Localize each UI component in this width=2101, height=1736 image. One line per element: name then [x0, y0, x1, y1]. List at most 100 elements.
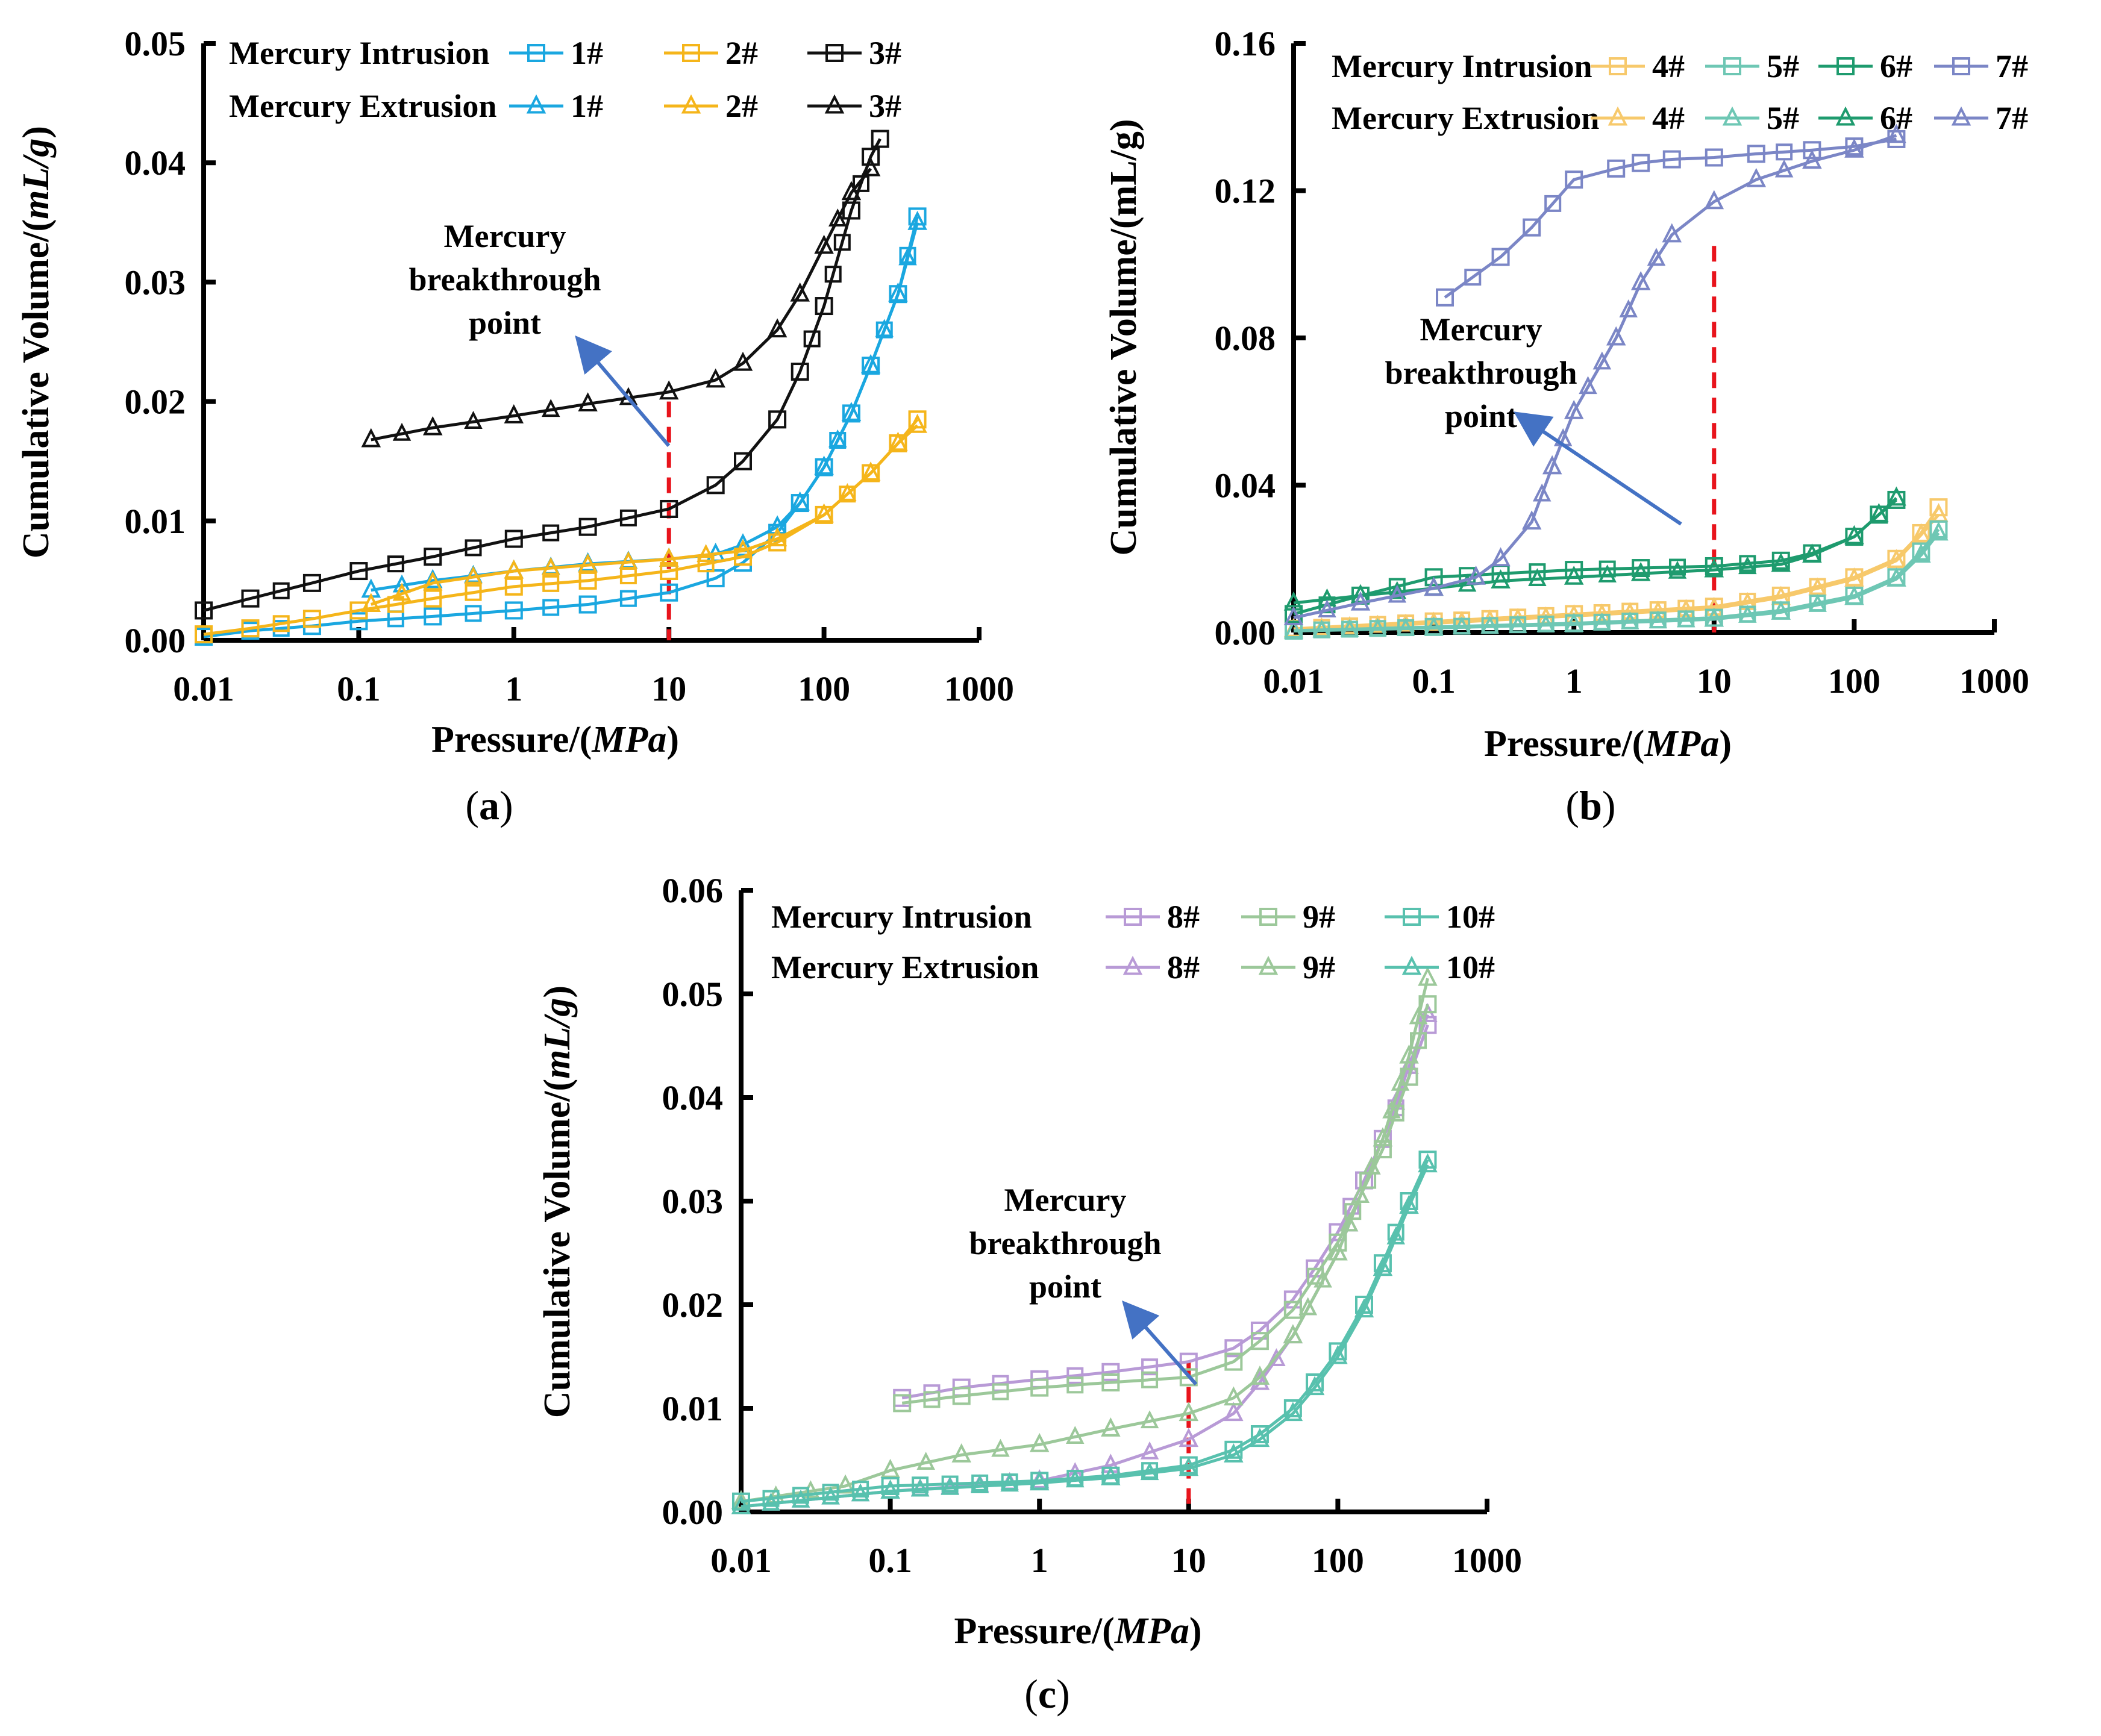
data-point-4#-extrusion — [1340, 616, 1359, 634]
data-point-4#-extrusion — [1911, 523, 1931, 543]
series-2#-extrusion — [361, 413, 927, 613]
data-point-10#-extrusion — [941, 1476, 959, 1495]
y-tick-label: 0.12 — [1215, 172, 1276, 211]
breakthrough-annotation-text: breakthrough — [1385, 355, 1577, 391]
data-point-7#-extrusion — [1388, 584, 1407, 603]
data-point-9#-extrusion — [916, 1452, 935, 1470]
data-point-4#-extrusion — [1677, 599, 1696, 617]
panel-caption: (c) — [1024, 1671, 1070, 1717]
data-point-10#-intrusion — [852, 1481, 869, 1498]
data-point-2#-extrusion — [361, 593, 381, 613]
x-tick-label: 1 — [505, 669, 522, 708]
data-point-8#-extrusion — [1101, 1453, 1121, 1473]
legend-entry-10#-extrusion: 10# — [1385, 949, 1495, 985]
data-point-3#-extrusion — [860, 157, 881, 176]
data-point-10#-intrusion — [1306, 1373, 1324, 1391]
data-point-1#-intrusion — [465, 605, 482, 622]
data-point-3#-extrusion — [814, 234, 834, 254]
data-point-3#-intrusion — [871, 130, 889, 148]
data-point-1#-extrusion — [860, 354, 881, 373]
data-point-7#-extrusion — [1283, 606, 1304, 626]
data-point-8#-extrusion — [1179, 1428, 1199, 1447]
data-point-10#-extrusion — [1065, 1469, 1085, 1488]
data-point-6#-extrusion — [1388, 581, 1407, 599]
data-point-6#-extrusion — [1869, 503, 1889, 522]
data-point-4#-extrusion — [1396, 613, 1415, 632]
data-point-3#-extrusion — [790, 282, 810, 302]
data-point-10#-extrusion — [762, 1493, 780, 1511]
data-point-2#-extrusion — [464, 566, 483, 584]
data-point-9#-extrusion — [1283, 1324, 1303, 1344]
data-point-3#-intrusion — [387, 555, 404, 573]
legend-series-name: 6# — [1880, 100, 1912, 136]
y-axis-label: Cumulative Volume/(mL/g) — [1103, 119, 1144, 555]
data-point-3#-extrusion — [733, 351, 753, 371]
legend-series-name: 10# — [1446, 899, 1495, 935]
series-line-9#-extrusion — [741, 978, 1429, 1503]
data-point-7#-extrusion — [1704, 190, 1724, 210]
data-point-2#-extrusion — [504, 559, 524, 579]
data-point-2#-extrusion — [541, 557, 560, 575]
data-point-7#-extrusion — [1606, 326, 1626, 346]
data-point-2#-extrusion — [619, 551, 638, 569]
data-point-6#-intrusion — [1632, 559, 1650, 578]
data-point-3#-intrusion — [619, 509, 637, 526]
data-point-6#-intrusion — [1459, 567, 1476, 584]
data-point-2#-extrusion — [578, 553, 598, 573]
data-point-7#-extrusion — [1542, 455, 1562, 475]
data-point-1#-extrusion — [898, 247, 917, 266]
data-point-9#-extrusion — [1101, 1417, 1121, 1437]
data-point-9#-intrusion — [1141, 1371, 1159, 1388]
x-axis-label: Pressure/(MPa) — [431, 719, 679, 760]
data-point-9#-intrusion — [1030, 1378, 1049, 1397]
legend-series-name: 1# — [571, 35, 603, 71]
legend-marker — [1608, 106, 1628, 126]
data-point-3#-intrusion — [734, 452, 753, 470]
data-point-10#-extrusion — [1354, 1298, 1374, 1318]
breakthrough-annotation-text: point — [469, 305, 541, 341]
legend-marker — [825, 44, 844, 62]
data-point-5#-extrusion — [1844, 585, 1864, 605]
data-point-7#-extrusion — [1424, 576, 1444, 596]
data-point-7#-extrusion — [1592, 351, 1612, 370]
data-point-7#-extrusion — [1491, 547, 1511, 567]
legend-entry-3#-intrusion: 3# — [807, 35, 901, 71]
data-point-3#-extrusion — [464, 411, 483, 429]
data-point-6#-extrusion — [1564, 565, 1584, 585]
data-point-9#-intrusion — [1387, 1104, 1404, 1122]
legend-marker — [527, 44, 545, 62]
legend-series-name: 7# — [1996, 48, 2028, 84]
data-point-2#-intrusion — [272, 615, 290, 632]
data-point-6#-intrusion — [1668, 558, 1686, 576]
series-line-7#-extrusion — [1293, 134, 1897, 619]
data-point-10#-extrusion — [851, 1483, 870, 1502]
legend-marker — [1836, 57, 1855, 75]
data-point-7#-intrusion — [1803, 141, 1821, 160]
legend-series-name: 9# — [1303, 949, 1335, 985]
chart-panel-c: 0.01 0.1 1 10 100 1000 0.00 0.01 0.02 0.03 0.04 0.0… — [537, 871, 1522, 1717]
data-point-2#-extrusion — [733, 539, 753, 558]
data-point-1#-intrusion — [349, 612, 368, 631]
data-point-5#-extrusion — [1620, 611, 1639, 629]
data-point-3#-intrusion — [706, 476, 725, 495]
data-point-7#-extrusion — [1887, 123, 1906, 143]
data-point-2#-extrusion — [659, 547, 679, 567]
data-point-8#-intrusion — [1066, 1367, 1084, 1384]
legend-marker — [526, 94, 546, 114]
y-axis-label: Cumulative Volume/(mL/g) — [16, 126, 57, 558]
x-tick-label: 10 — [1171, 1541, 1206, 1580]
data-point-3#-extrusion — [841, 181, 862, 201]
data-point-10#-intrusion — [1283, 1399, 1302, 1417]
legend-series-name: 5# — [1767, 48, 1799, 84]
legend-entry-10#-intrusion: 10# — [1385, 899, 1495, 935]
data-point-1#-intrusion — [578, 595, 597, 614]
data-point-5#-extrusion — [1771, 601, 1791, 620]
data-point-6#-extrusion — [1771, 552, 1791, 572]
data-point-3#-extrusion — [828, 208, 847, 227]
data-point-3#-intrusion — [349, 562, 368, 581]
data-point-7#-extrusion — [1802, 149, 1822, 169]
chart-panel-a: 0.01 0.1 1 10 100 1000 0.00 0.01 0.02 0.03 0.04 0.0… — [16, 24, 1014, 828]
breakthrough-annotation-text: Mercury — [444, 218, 566, 254]
legend-entry-7#-intrusion: 7# — [1934, 48, 2028, 84]
data-point-6#-extrusion — [1844, 525, 1864, 545]
